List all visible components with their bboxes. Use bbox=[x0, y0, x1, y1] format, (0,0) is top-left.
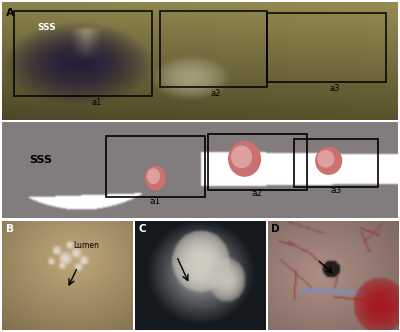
Ellipse shape bbox=[146, 167, 165, 190]
Bar bbox=[14, 11, 152, 96]
Bar bbox=[160, 11, 267, 87]
Text: B: B bbox=[6, 224, 14, 234]
Text: D: D bbox=[272, 224, 280, 234]
Text: a1: a1 bbox=[92, 99, 102, 108]
Text: a2: a2 bbox=[211, 89, 221, 98]
Ellipse shape bbox=[316, 147, 342, 174]
Ellipse shape bbox=[229, 141, 260, 176]
Bar bbox=[208, 134, 307, 190]
Text: a2: a2 bbox=[252, 189, 263, 198]
Ellipse shape bbox=[232, 146, 252, 167]
Text: a3: a3 bbox=[330, 187, 341, 196]
Bar bbox=[294, 139, 378, 187]
Bar bbox=[267, 14, 386, 82]
Text: SSS: SSS bbox=[30, 155, 53, 165]
Text: Lumen: Lumen bbox=[74, 241, 100, 250]
Text: a3: a3 bbox=[329, 84, 340, 93]
Text: A: A bbox=[6, 8, 14, 18]
Text: C: C bbox=[139, 224, 146, 234]
Ellipse shape bbox=[318, 151, 334, 167]
Bar bbox=[106, 136, 205, 197]
Text: a1: a1 bbox=[150, 197, 161, 206]
Ellipse shape bbox=[148, 169, 160, 183]
Text: SSS: SSS bbox=[38, 23, 56, 32]
